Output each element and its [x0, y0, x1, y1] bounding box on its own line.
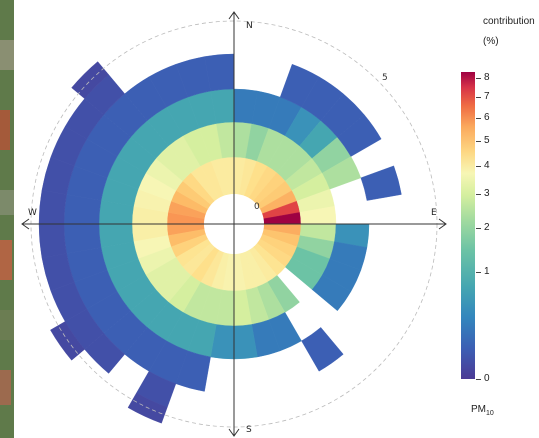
north-label: N	[246, 21, 253, 31]
east-arrowhead	[438, 218, 447, 230]
map-background-strip	[0, 0, 14, 438]
legend-tick-mark-0	[476, 379, 481, 380]
legend-tick-mark-2	[476, 228, 481, 229]
legend-pollutant-sub: 10	[486, 410, 494, 417]
legend-tick-mark-4	[476, 166, 481, 167]
legend-tick-mark-6	[476, 118, 481, 119]
legend-tick-mark-1	[476, 272, 481, 273]
rose-segment-94	[311, 274, 352, 312]
legend-tick-label-7: 7	[484, 91, 490, 102]
rose-segment-130	[38, 189, 67, 225]
legend-tick-label-3: 3	[484, 188, 490, 199]
radial-label-5: 5	[382, 73, 388, 83]
rose-segment-125	[301, 327, 344, 372]
legend-title-line1: contribution	[483, 16, 535, 27]
legend-tick-mark-8	[476, 78, 481, 79]
legend-pollutant-label: PM10	[471, 404, 494, 417]
legend-tick-label-8: 8	[484, 72, 490, 83]
rose-segment-124	[337, 114, 382, 157]
west-label: W	[28, 208, 37, 218]
radial-label-0: 0	[254, 202, 260, 212]
legend-tick-label-5: 5	[484, 135, 490, 146]
legend-pollutant-main: PM	[471, 404, 486, 415]
rose-segment-133	[50, 281, 88, 322]
legend-tick-label-4: 4	[484, 160, 490, 171]
east-label: E	[431, 208, 437, 218]
rose-segment-120	[360, 165, 402, 201]
rose-segment-129	[41, 157, 75, 195]
rose-segment-138	[50, 321, 85, 361]
legend-tick-label-1: 1	[484, 266, 490, 277]
legend-title-line2: (%)	[483, 36, 499, 47]
legend-tick-mark-7	[476, 97, 481, 98]
legend-tick-mark-5	[476, 141, 481, 142]
pollution-rose-plot: N E S W 0 5	[21, 11, 447, 437]
legend-tick-mark-3	[476, 194, 481, 195]
legend-title: contribution (%)	[483, 12, 535, 52]
south-label: S	[246, 425, 252, 435]
south-arrowhead	[228, 428, 240, 437]
rose-segment-132	[41, 253, 75, 291]
rose-segments	[38, 53, 402, 424]
legend-tick-label-0: 0	[484, 373, 490, 384]
north-arrowhead	[228, 11, 240, 20]
west-arrowhead	[21, 218, 30, 230]
legend-tick-label-2: 2	[484, 222, 490, 233]
legend-tick-label-6: 6	[484, 112, 490, 123]
rose-segment-137	[71, 61, 109, 99]
legend-color-bar	[461, 72, 475, 379]
rose-segment-131	[38, 223, 67, 259]
